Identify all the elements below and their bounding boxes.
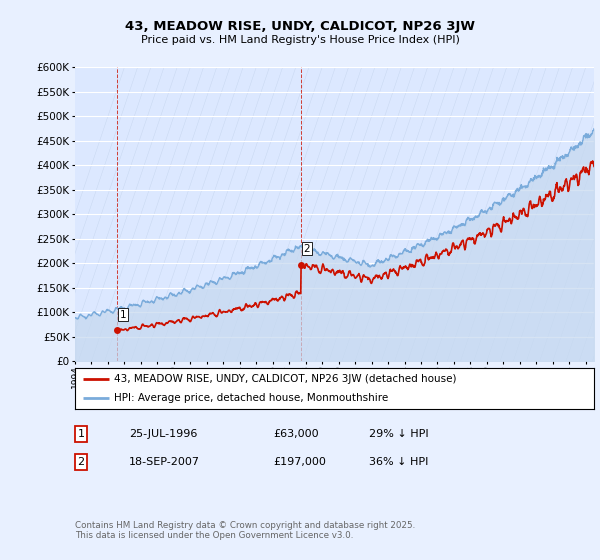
Text: 29% ↓ HPI: 29% ↓ HPI — [369, 429, 428, 439]
Text: Contains HM Land Registry data © Crown copyright and database right 2025.
This d: Contains HM Land Registry data © Crown c… — [75, 521, 415, 540]
Text: 36% ↓ HPI: 36% ↓ HPI — [369, 457, 428, 467]
Text: 43, MEADOW RISE, UNDY, CALDICOT, NP26 3JW: 43, MEADOW RISE, UNDY, CALDICOT, NP26 3J… — [125, 20, 475, 32]
Text: 18-SEP-2007: 18-SEP-2007 — [129, 457, 200, 467]
Text: 43, MEADOW RISE, UNDY, CALDICOT, NP26 3JW (detached house): 43, MEADOW RISE, UNDY, CALDICOT, NP26 3J… — [114, 375, 457, 384]
Text: Price paid vs. HM Land Registry's House Price Index (HPI): Price paid vs. HM Land Registry's House … — [140, 35, 460, 45]
Text: 25-JUL-1996: 25-JUL-1996 — [129, 429, 197, 439]
Text: 1: 1 — [120, 310, 127, 320]
Text: HPI: Average price, detached house, Monmouthshire: HPI: Average price, detached house, Monm… — [114, 393, 388, 403]
Text: 2: 2 — [77, 457, 85, 467]
Text: £197,000: £197,000 — [273, 457, 326, 467]
Text: £63,000: £63,000 — [273, 429, 319, 439]
Text: 2: 2 — [304, 244, 310, 254]
Text: 1: 1 — [77, 429, 85, 439]
